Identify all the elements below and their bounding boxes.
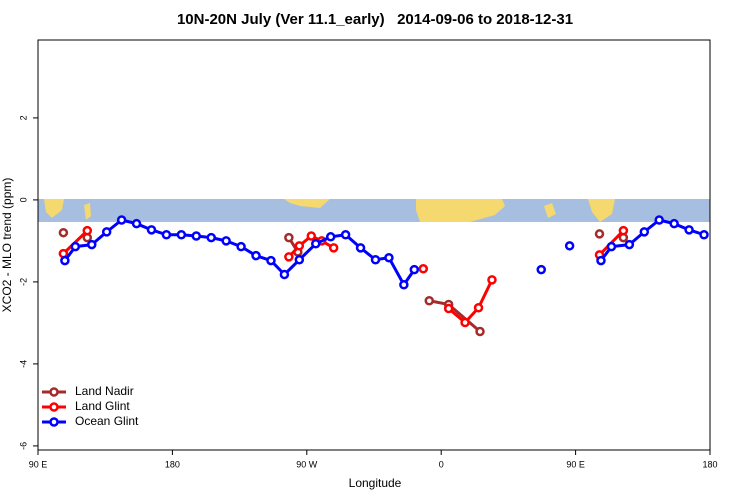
data-point [639, 227, 650, 237]
data-point [473, 302, 484, 313]
y-tick-label: 0 [18, 197, 28, 202]
data-point [116, 215, 127, 225]
series-line [62, 229, 625, 324]
data-point [487, 275, 497, 285]
data-point [424, 296, 435, 306]
land [544, 203, 556, 218]
x-tick-label: 90 E [566, 459, 585, 469]
data-point [58, 227, 69, 238]
chart-title: 10N-20N July (Ver 11.1_early) 2014-09-06… [177, 11, 573, 28]
data-point [684, 225, 694, 235]
data-point [70, 241, 81, 252]
data-point [176, 230, 187, 240]
data-point [699, 230, 709, 240]
data-point [236, 241, 246, 252]
data-point [251, 250, 261, 261]
data-point [606, 241, 617, 252]
plot-frame [37, 39, 711, 451]
data-point [279, 269, 290, 280]
legend-marker [49, 387, 59, 397]
x-tick-label: 180 [702, 459, 717, 469]
data-point [370, 255, 381, 265]
data-point [266, 255, 276, 266]
data-point [328, 243, 339, 253]
legend-marker [49, 402, 59, 412]
data-point [536, 264, 547, 275]
data-point [82, 225, 93, 236]
legend-label: Ocean Glint [75, 414, 139, 428]
x-tick-label: 180 [165, 459, 180, 469]
data-point [191, 231, 202, 241]
map-strip [38, 199, 710, 222]
y-tick-label: 2 [18, 115, 28, 120]
data-point [306, 231, 317, 241]
x-axis-label: Longitude [349, 476, 402, 490]
x-tick-label: 90 E [29, 459, 48, 469]
data-point [311, 239, 321, 249]
data-point [87, 239, 97, 250]
data-point [161, 230, 172, 240]
legend-label: Land Nadir [75, 384, 134, 398]
land [284, 199, 330, 208]
land [84, 203, 91, 220]
data-point [624, 239, 635, 250]
data-point [101, 227, 112, 237]
y-tick-label: -2 [18, 278, 28, 286]
legend-marker [49, 417, 59, 427]
data-point [596, 255, 606, 266]
data-point [594, 229, 605, 239]
legend-label: Land Glint [75, 399, 130, 413]
data-point [221, 236, 231, 246]
data-point [564, 241, 575, 251]
data-point [409, 264, 420, 275]
series-line [289, 238, 624, 332]
series-line [63, 218, 705, 287]
data-point [284, 232, 294, 243]
land [44, 199, 64, 218]
data-point [399, 280, 409, 290]
data-point [460, 317, 470, 328]
y-axis-label: XCO2 - MLO trend (ppm) [0, 178, 14, 313]
data-point [654, 215, 664, 225]
data-point [618, 225, 629, 236]
data-point [131, 218, 142, 229]
data-point [418, 264, 429, 274]
land [416, 199, 505, 222]
data-point [146, 225, 157, 235]
data-point [475, 326, 485, 337]
data-point [284, 252, 294, 262]
data-point [325, 232, 336, 242]
data-point [294, 241, 305, 251]
data-point [669, 218, 679, 229]
data-point [340, 230, 351, 240]
data-point [294, 255, 305, 265]
land [588, 199, 615, 222]
x-tick-label: 90 W [296, 459, 318, 469]
data-point [60, 255, 70, 266]
data-point [384, 252, 394, 263]
y-tick-label: -6 [18, 442, 28, 450]
data-point [206, 232, 216, 243]
y-tick-label: -4 [18, 360, 28, 368]
ocean-band [38, 199, 710, 222]
data-point [355, 243, 366, 253]
data-point [443, 303, 454, 314]
x-tick-label: 0 [439, 459, 444, 469]
